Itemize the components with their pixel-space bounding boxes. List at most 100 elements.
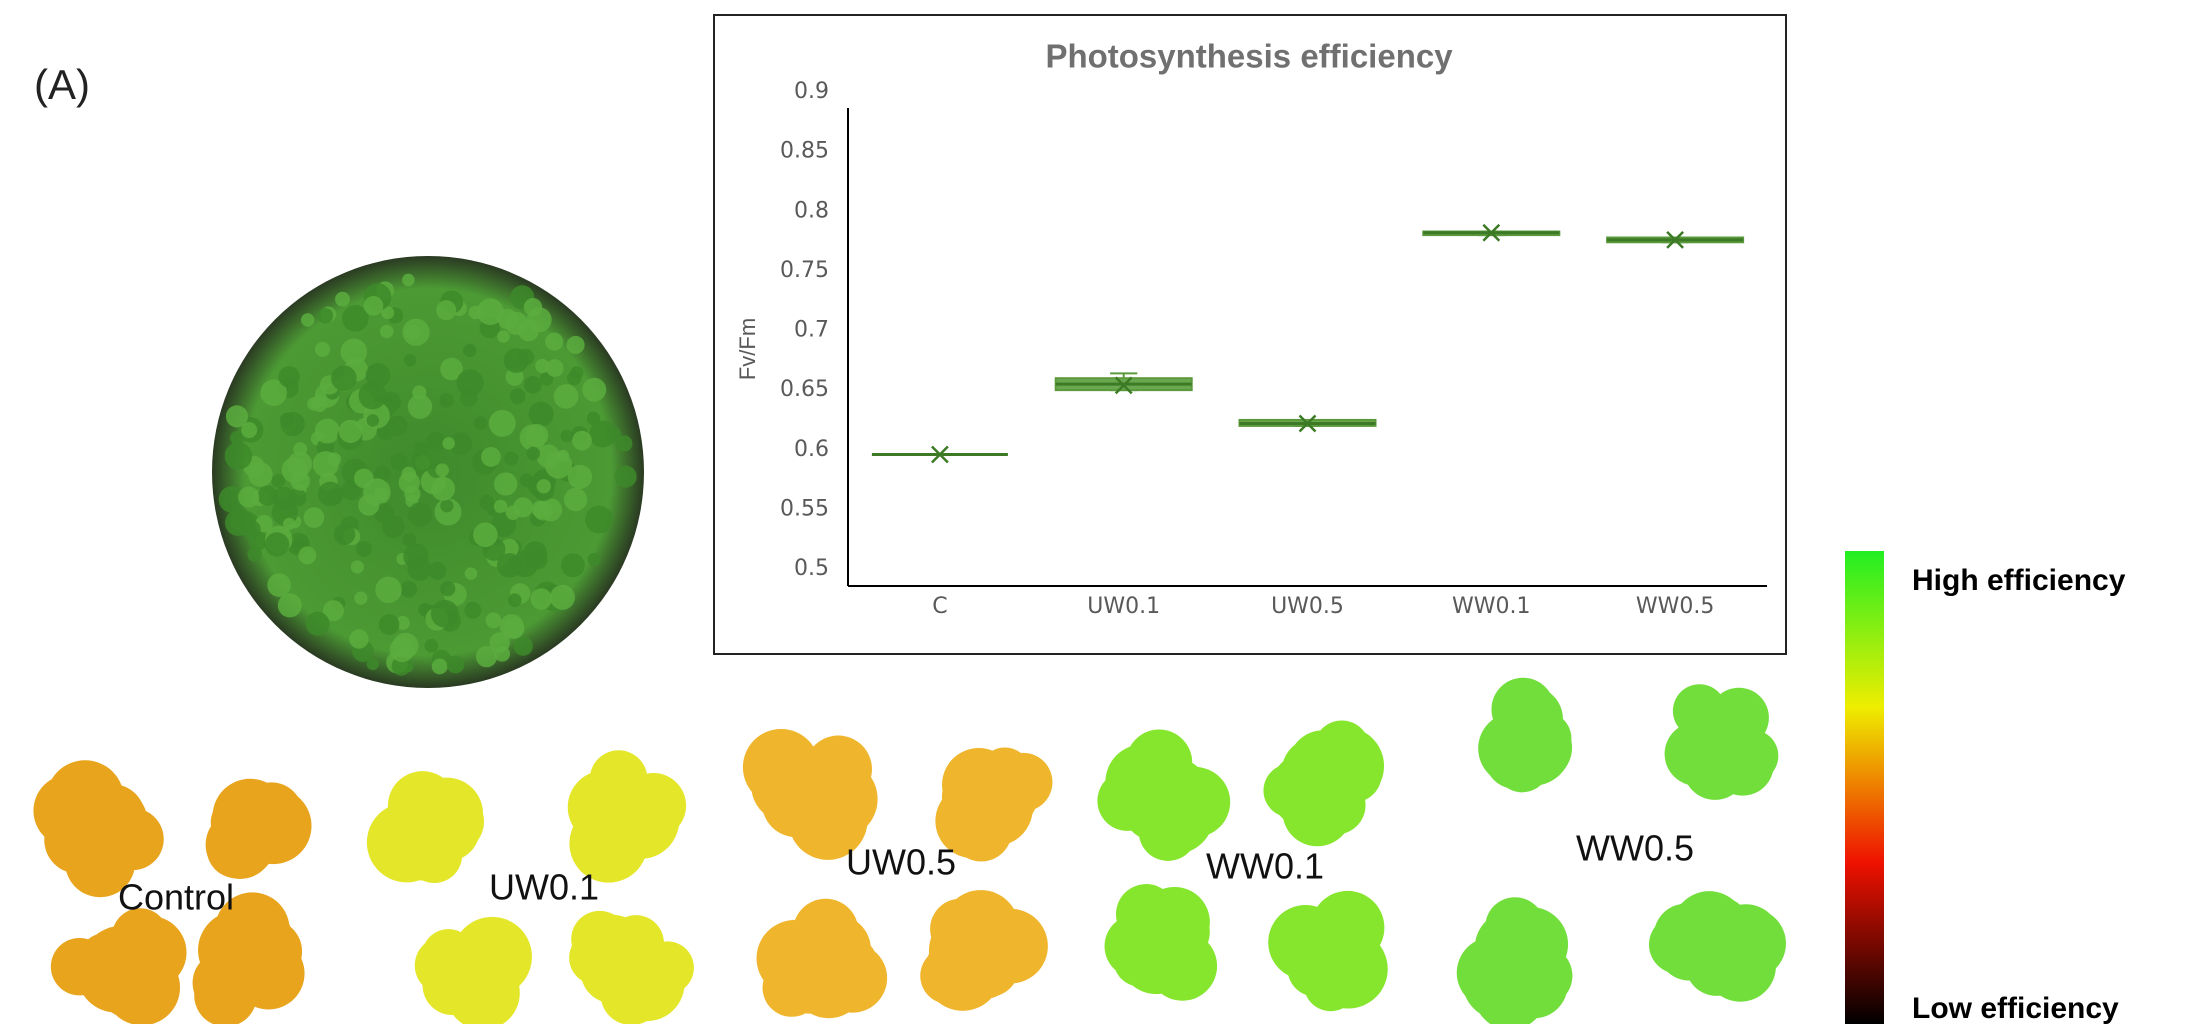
y-tick-label: 0.8 [794,198,829,223]
leaf [298,546,317,565]
leaf [241,422,258,439]
leaf [440,357,463,381]
leaf [476,298,504,326]
mean-marker [1482,223,1501,242]
leaf [456,369,484,397]
leaf [503,348,529,373]
leaf [403,543,429,569]
leaf [280,411,305,437]
thermal-label: UW0.5 [846,842,956,883]
leaf [481,446,501,467]
plant-blob [587,798,654,865]
x-tick-label: WW0.1 [1452,594,1531,619]
plant-blob [107,935,164,992]
leaf [605,426,622,443]
chart-title: Photosynthesis efficiency [1045,38,1453,75]
leaf [379,324,394,339]
leaf [519,473,534,488]
leaf [525,423,549,448]
leaf [545,332,564,351]
leaf [340,338,368,366]
leaf [272,486,296,510]
plant-blob [762,958,821,1017]
leaf [545,359,564,377]
y-tick-label: 0.5 [794,556,829,581]
plant-blob [928,911,1008,990]
leaf [260,379,287,407]
mean-marker [931,445,949,464]
leaf [277,593,302,618]
leaf [307,397,321,411]
leaf [494,472,518,496]
leaf [314,418,340,444]
leaf [614,465,637,488]
leaf [582,377,607,402]
leaf [560,553,585,578]
leaf [305,611,330,636]
leaf [335,291,350,307]
leaf [426,431,446,452]
leaf [400,580,418,598]
leaf [312,451,339,478]
leaf [412,452,433,473]
leaf [473,416,488,430]
plant-blob [1151,759,1207,814]
leaf [530,588,553,610]
leaf [338,419,363,444]
leaf [566,371,582,386]
plant-blob [958,761,1028,831]
leaf [327,488,344,505]
plant-blob [600,963,663,1024]
leaf [493,499,508,514]
colorbar-high: High efficiency [1912,564,2126,597]
leaf [504,311,528,335]
y-tick-label: 0.7 [794,318,829,343]
leaf [267,573,291,597]
leaf [567,464,593,490]
thermal-images: Control UW0.1 UW0.5 WW0.1 WW0.5 [33,677,1786,1024]
leaf [230,431,244,445]
leaf [536,479,551,494]
leaf [375,576,402,604]
leaf [395,615,410,630]
leaf [464,601,482,619]
leaf [535,358,550,374]
leaf [489,632,510,653]
leaf [431,658,448,675]
x-tick-label: C [932,594,947,619]
x-tick-label: WW0.5 [1636,594,1715,619]
leaf [225,405,249,428]
leaf [440,499,454,513]
plant-blob [421,929,475,983]
leaf [563,487,588,512]
leaf [430,599,459,628]
leaf [407,502,433,527]
leaf [449,432,473,455]
leaf [528,401,554,427]
leaf [354,591,368,605]
leaf [436,300,457,321]
leaf [462,343,477,358]
leaf [479,495,495,510]
photo-leaves [218,273,637,676]
plant-blob [1493,907,1569,982]
plant-blob [1136,916,1190,970]
colorbar-low: Low efficiency [1912,992,2119,1024]
plant-blob [421,790,485,853]
plant-blob [1681,921,1743,984]
leaf [497,330,510,343]
y-axis-label: Fv/Fm [735,318,760,380]
leaf [446,655,465,674]
leaf [504,451,519,466]
leaf [230,508,253,532]
leaf [407,394,433,419]
leaf [381,515,405,539]
leaf [218,486,246,513]
plant-blob [217,781,280,844]
leaf [314,341,331,357]
leaf [282,517,296,531]
y-tick-label: 0.75 [780,258,829,283]
leaf [424,638,439,653]
leaf [431,476,456,501]
